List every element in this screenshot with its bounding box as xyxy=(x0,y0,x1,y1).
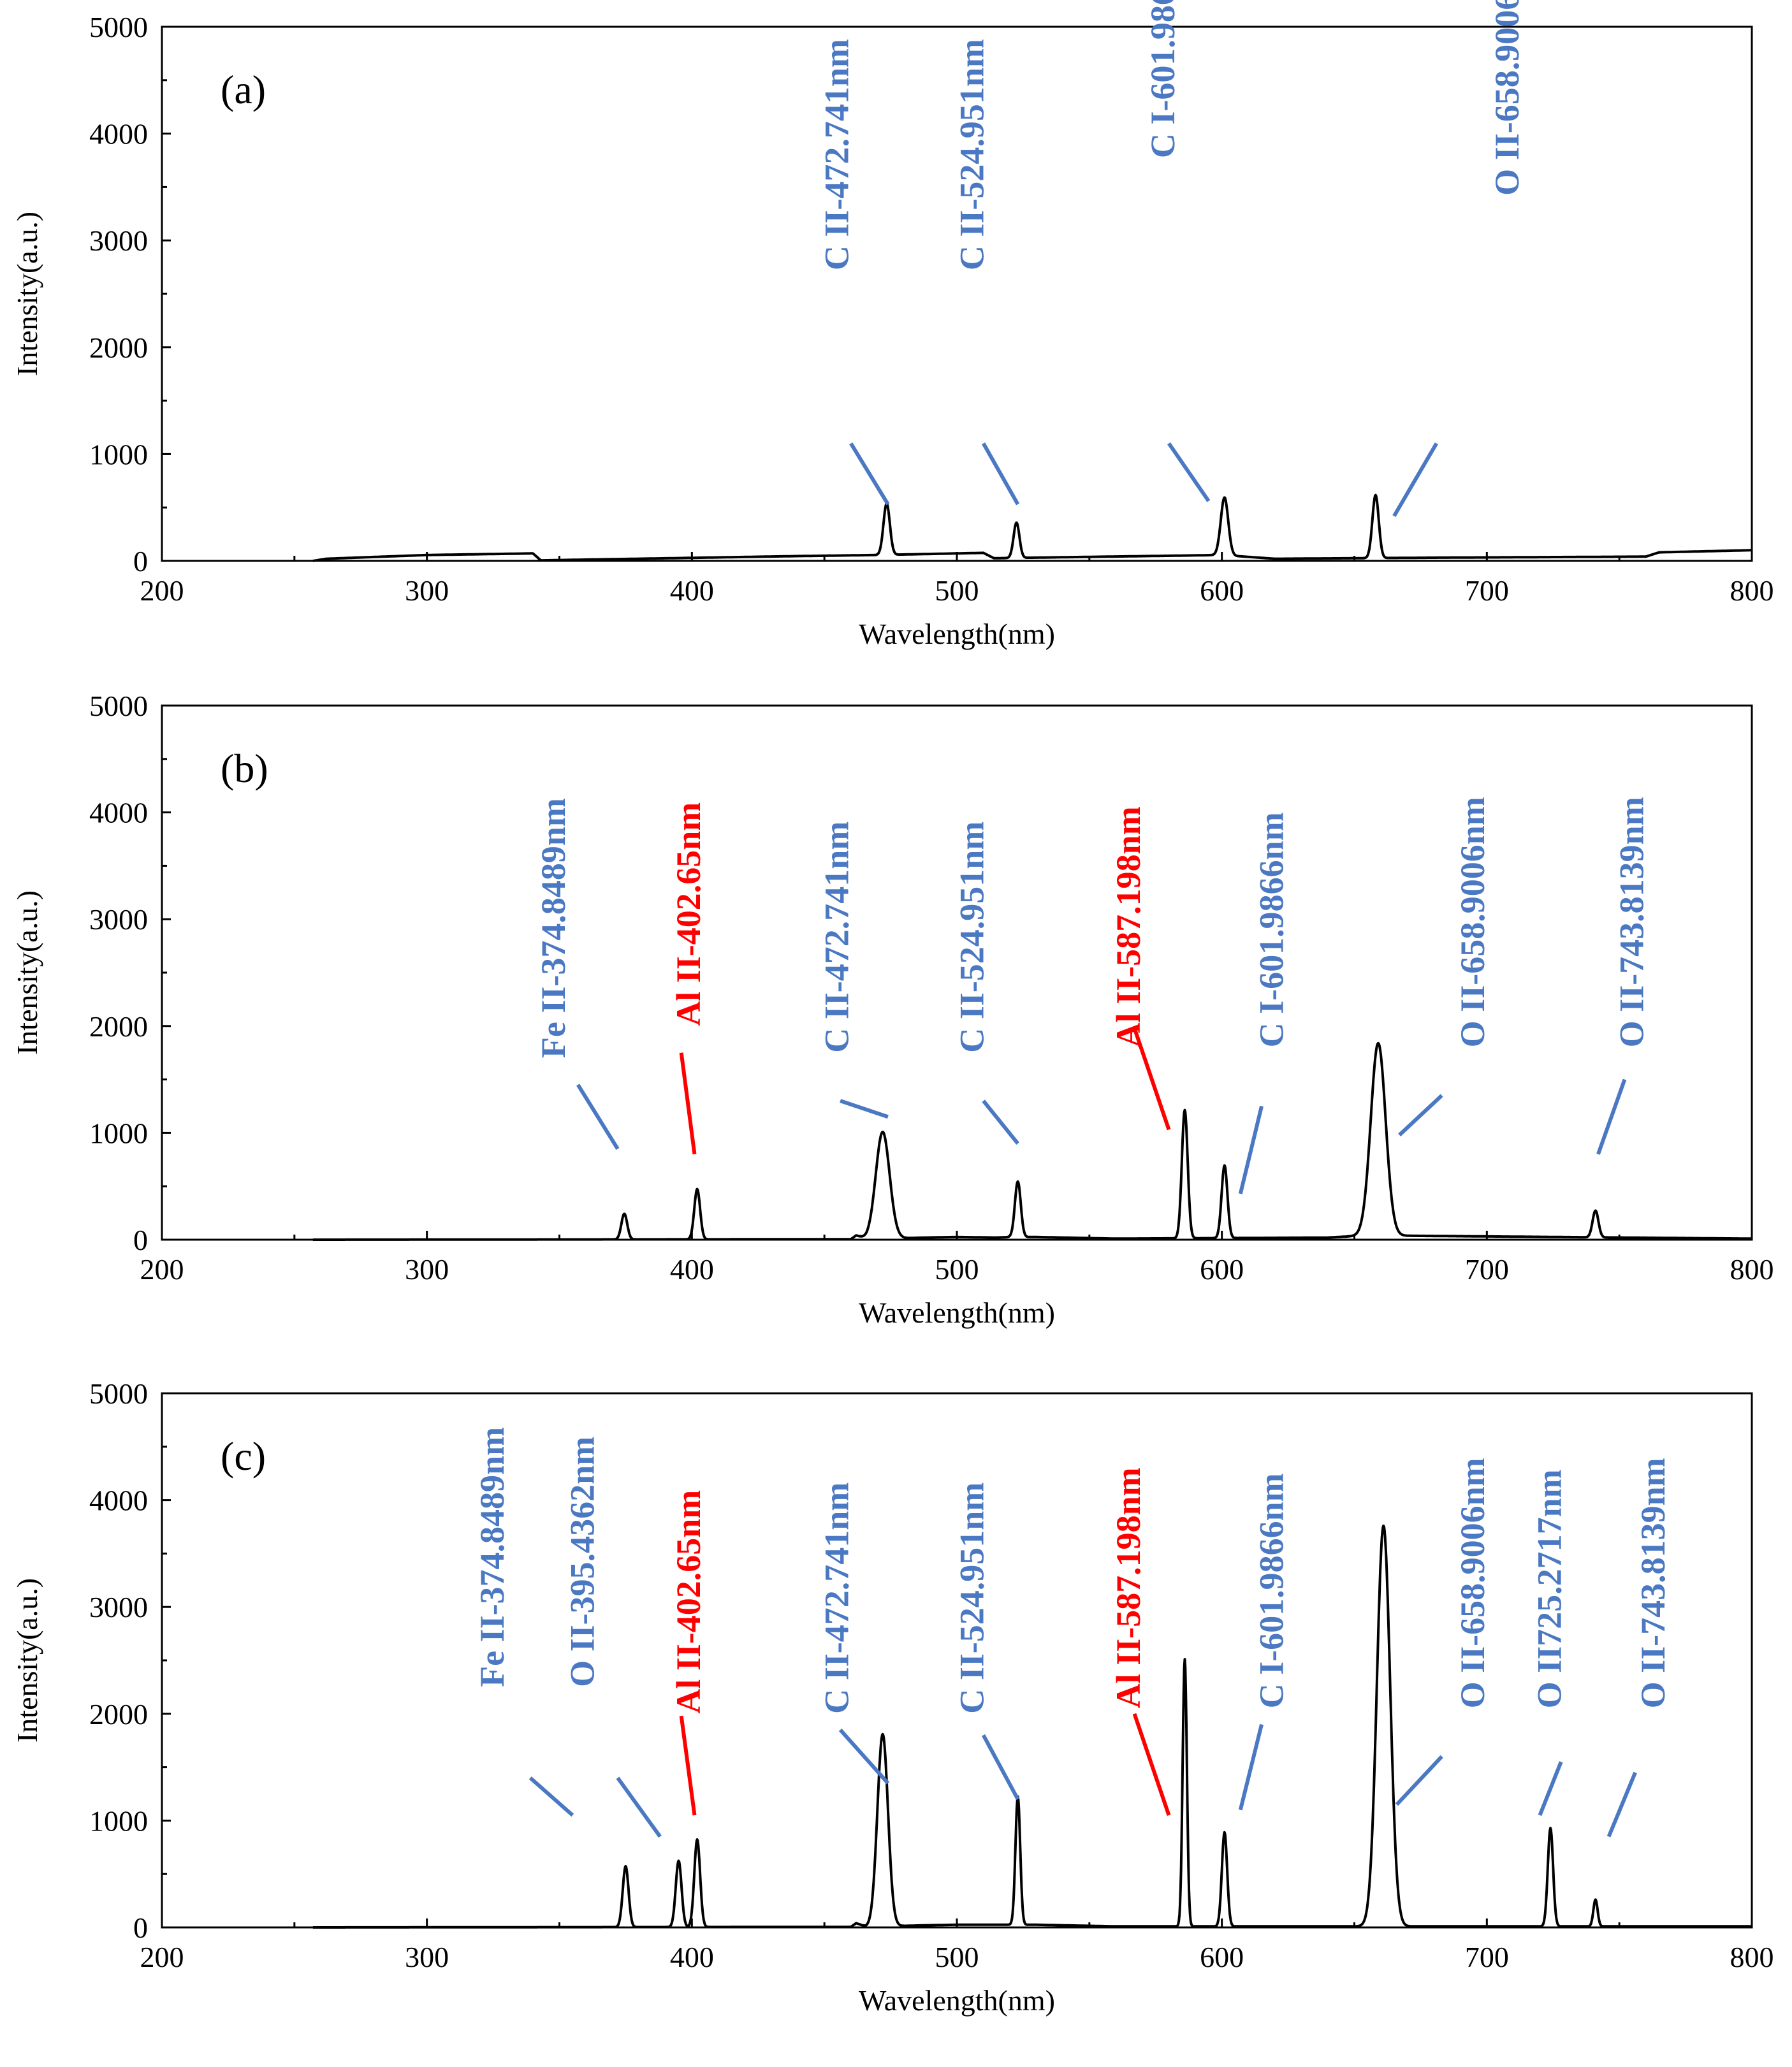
peak-label: C II-524.951nm xyxy=(953,1483,991,1714)
peak-leader-line xyxy=(1538,1761,1563,1817)
peak-leader-line xyxy=(1238,1105,1264,1194)
y-tick-label: 5000 xyxy=(89,11,148,43)
peak-label: O II-743.8139nm xyxy=(1634,1458,1672,1708)
y-tick-label: 4000 xyxy=(89,797,148,829)
peak-leader-line xyxy=(1596,1078,1627,1155)
peak-label: Fe II-374.8489nm xyxy=(473,1427,511,1687)
y-tick-label: 0 xyxy=(133,1911,148,1944)
y-tick-label: 3000 xyxy=(89,903,148,936)
peak-label: C II-472.741nm xyxy=(818,1483,856,1714)
peak-label: O II-658.9006nm xyxy=(1453,797,1492,1047)
x-tick-label: 400 xyxy=(670,574,714,607)
y-tick-label: 1000 xyxy=(89,438,148,470)
chart-panel-2: 200 300 400 500 600 700 800 0 1000 2000 3000 4000 50… xyxy=(11,690,1774,1329)
peak-leader-line xyxy=(1398,1094,1443,1136)
peak-leader-line xyxy=(528,1776,574,1817)
y-axis-title: Intensity(a.u.) xyxy=(11,890,43,1055)
peak-leader-line xyxy=(616,1776,662,1838)
x-axis-title: Wavelength(nm) xyxy=(859,1296,1055,1329)
peak-label: C II-472.741nm xyxy=(818,39,856,270)
peak-label: C II-472.741nm xyxy=(818,822,856,1053)
peak-leader-line xyxy=(981,442,1020,505)
x-tick-label: 500 xyxy=(935,574,979,607)
peak-leader-line xyxy=(849,442,890,505)
y-tick-label: 2000 xyxy=(89,1698,148,1730)
peak-leader-line xyxy=(1132,1713,1171,1816)
peak-label: Al II-587.198nm xyxy=(1109,1467,1147,1708)
peak-label: Al II-402.65nm xyxy=(669,1490,708,1714)
chart-panel-1: 200 300 400 500 600 700 800 0 1000 2000 3000 4000 50… xyxy=(11,0,1774,650)
peak-label: C I-601.9866nm xyxy=(1252,812,1290,1047)
y-tick-label: 2000 xyxy=(89,331,148,364)
x-axis-title: Wavelength(nm) xyxy=(859,618,1055,650)
x-tick-label: 200 xyxy=(140,1941,184,1973)
peak-leader-line xyxy=(982,1099,1019,1145)
y-tick-label: 0 xyxy=(133,545,148,577)
peak-leader-line xyxy=(576,1084,620,1150)
x-tick-label: 700 xyxy=(1465,1941,1509,1973)
x-tick-label: 700 xyxy=(1465,574,1509,607)
peak-label: C II-524.951nm xyxy=(953,822,991,1053)
y-tick-label: 0 xyxy=(133,1224,148,1256)
x-tick-label: 600 xyxy=(1200,1253,1244,1286)
y-tick-label: 5000 xyxy=(89,690,148,722)
x-tick-label: 400 xyxy=(670,1941,714,1973)
x-tick-label: 300 xyxy=(405,1253,449,1286)
peak-label: O II-658.9006nm xyxy=(1453,1458,1492,1708)
x-axis-title: Wavelength(nm) xyxy=(859,1984,1055,2017)
x-tick-label: 500 xyxy=(935,1941,979,1973)
x-tick-label: 400 xyxy=(670,1253,714,1286)
x-tick-label: 600 xyxy=(1200,1941,1244,1973)
peak-leader-line xyxy=(1395,1755,1443,1806)
peak-label: C I-601.9866nm xyxy=(1144,0,1182,158)
x-tick-label: 200 xyxy=(140,1253,184,1286)
x-tick-label: 300 xyxy=(405,574,449,607)
peak-leader-line xyxy=(1392,442,1438,518)
panel-label: (b) xyxy=(221,746,268,791)
chart-panel-3: 200 300 400 500 600 700 800 0 1000 2000 3000 4000 50… xyxy=(11,1377,1774,2017)
spectrum-line xyxy=(312,1524,1752,1929)
x-tick-label: 800 xyxy=(1730,1941,1774,1973)
peak-leader-line xyxy=(1167,442,1211,502)
peak-leader-line xyxy=(840,1099,889,1119)
peak-label: Al II-587.198nm xyxy=(1109,806,1147,1047)
peak-leader-line xyxy=(1132,1027,1171,1131)
y-tick-label: 3000 xyxy=(89,1591,148,1623)
peak-label: O II725.2717nm xyxy=(1531,1469,1569,1708)
spectrum-line xyxy=(312,493,1752,562)
y-tick-label: 2000 xyxy=(89,1010,148,1043)
y-tick-label: 1000 xyxy=(89,1804,148,1837)
y-tick-label: 5000 xyxy=(89,1377,148,1410)
peak-label: C I-601.9866nm xyxy=(1252,1473,1290,1708)
y-tick-label: 4000 xyxy=(89,1484,148,1517)
peak-label: Fe II-374.8489nm xyxy=(534,798,572,1058)
peak-leader-line xyxy=(1238,1723,1264,1811)
y-axis-title: Intensity(a.u.) xyxy=(11,1578,43,1743)
y-axis-title: Intensity(a.u.) xyxy=(11,212,43,376)
peak-label: O II-658.9006nm xyxy=(1488,0,1526,196)
x-tick-label: 200 xyxy=(140,574,184,607)
peak-label: Al II-402.65nm xyxy=(669,802,708,1026)
x-tick-label: 800 xyxy=(1730,574,1774,607)
peak-leader-line xyxy=(679,1715,697,1816)
peak-label: O II-743.8139nm xyxy=(1613,797,1651,1047)
peak-label: O II-395.4362nm xyxy=(564,1437,602,1687)
peak-label: C II-524.951nm xyxy=(953,39,991,270)
y-tick-label: 1000 xyxy=(89,1117,148,1149)
y-tick-label: 3000 xyxy=(89,224,148,257)
peak-leader-line xyxy=(679,1052,697,1155)
y-tick-label: 4000 xyxy=(89,118,148,150)
panel-label: (c) xyxy=(221,1433,266,1479)
x-tick-label: 500 xyxy=(935,1253,979,1286)
peak-leader-line xyxy=(981,1734,1020,1801)
x-tick-label: 300 xyxy=(405,1941,449,1973)
spectrum-line xyxy=(312,1041,1752,1241)
panel-label: (a) xyxy=(221,67,266,112)
x-tick-label: 700 xyxy=(1465,1253,1509,1286)
peak-leader-line xyxy=(1606,1771,1637,1838)
x-tick-label: 600 xyxy=(1200,574,1244,607)
peak-leader-line xyxy=(838,1728,890,1785)
x-tick-label: 800 xyxy=(1730,1253,1774,1286)
